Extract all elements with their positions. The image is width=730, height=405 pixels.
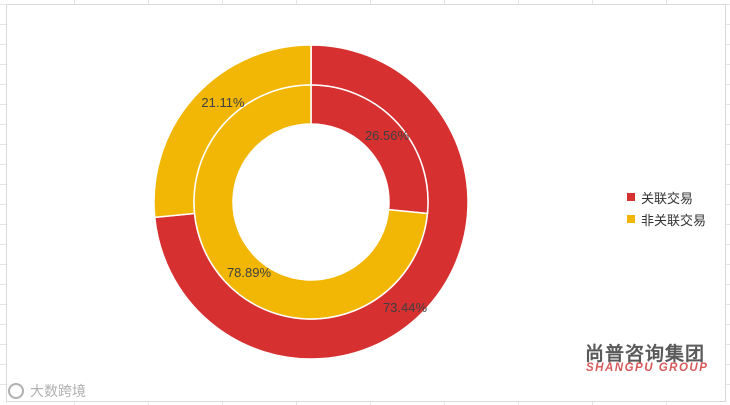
legend-label-related: 关联交易 xyxy=(641,190,694,206)
legend-swatch-related xyxy=(627,193,635,201)
source-logo-icon xyxy=(8,383,24,399)
chart-legend: 关联交易 非关联交易 xyxy=(627,186,706,230)
company-watermark-en: SHANGPU GROUP xyxy=(586,362,709,374)
data-label-outer-0: 73.44% xyxy=(383,300,428,315)
legend-item-related: 关联交易 xyxy=(627,186,706,208)
chart-area[interactable]: 73.44% 26.56% 78.89% 21.11% 关联交易 非关联交易 xyxy=(6,4,726,402)
donut-chart: 73.44% 26.56% 78.89% 21.11% xyxy=(153,44,469,360)
legend-swatch-nonrelated xyxy=(627,215,635,223)
legend-item-nonrelated: 非关联交易 xyxy=(627,208,706,230)
legend-label-nonrelated: 非关联交易 xyxy=(641,212,707,228)
data-label-outer-extra-0: 21.11% xyxy=(201,95,245,110)
company-watermark-cn: 尚普咨询集团 xyxy=(585,344,706,365)
data-label-inner-1: 78.89% xyxy=(227,265,272,280)
source-watermark: 大数跨境 xyxy=(8,381,86,401)
donut-slice-inner-1[interactable] xyxy=(193,84,429,320)
source-watermark-text: 大数跨境 xyxy=(30,383,86,399)
data-label-inner-0: 26.56% xyxy=(365,128,410,143)
